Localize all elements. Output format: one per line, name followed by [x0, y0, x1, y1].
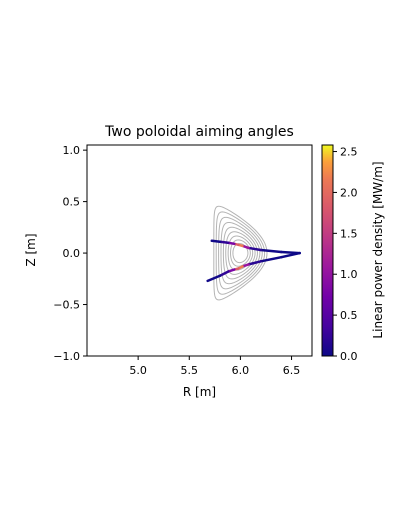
x-axis-ticks: 5.0 5.5 6.0 6.5 [129, 356, 300, 377]
flux-contour [225, 231, 256, 275]
flux-contour [222, 226, 258, 280]
ray-segment [259, 255, 283, 263]
ray-segment [280, 251, 301, 259]
colorbar-tick-label: 0.5 [340, 309, 358, 322]
flux-contour [227, 235, 254, 271]
flux-contour [220, 221, 261, 285]
x-tick-label: 6.0 [232, 364, 250, 377]
ray-segment [206, 274, 222, 283]
flux-contour [230, 239, 251, 267]
flux-contour [215, 211, 266, 295]
colorbar-tick-label: 2.5 [340, 146, 358, 159]
colorbar-ticks: 0.0 0.5 1.0 1.5 2.0 2.5 [333, 146, 358, 363]
y-tick-label: −0.5 [53, 299, 80, 312]
ray-segment [218, 240, 230, 245]
x-tick-label: 5.0 [129, 364, 147, 377]
flux-contour [232, 243, 249, 264]
chart-title: Two poloidal aiming angles [104, 124, 294, 140]
ray-trace [206, 251, 301, 283]
ray-trace [210, 239, 301, 255]
ray-segment [218, 270, 230, 277]
series-layer [206, 239, 301, 283]
flux-contours [213, 205, 268, 301]
plot-frame [86, 144, 313, 357]
y-axis-ticks: −1.0 −0.5 0.0 0.5 1.0 [53, 144, 87, 363]
y-tick-label: 0.5 [63, 196, 81, 209]
ray-segment [259, 248, 283, 254]
x-tick-label: 6.5 [283, 364, 301, 377]
ray-segment [247, 260, 263, 266]
y-tick-label: −1.0 [53, 350, 80, 363]
flux-contour [218, 216, 263, 290]
colorbar-label: Linear power density [MW/m] [371, 161, 385, 338]
colorbar [321, 144, 334, 357]
x-axis-label: R [m] [183, 385, 216, 399]
flux-contour [213, 205, 268, 301]
colorbar-tick-label: 1.0 [340, 268, 358, 281]
colorbar-tick-label: 2.0 [340, 186, 358, 199]
y-axis-label: Z [m] [24, 233, 38, 266]
x-tick-label: 5.5 [181, 364, 199, 377]
y-tick-label: 1.0 [63, 144, 81, 157]
colorbar-tick-label: 1.5 [340, 227, 358, 240]
y-tick-label: 0.0 [63, 247, 81, 260]
ray-segment [247, 246, 263, 252]
ray-segment [210, 239, 222, 244]
colorbar-tick-label: 0.0 [340, 350, 358, 363]
